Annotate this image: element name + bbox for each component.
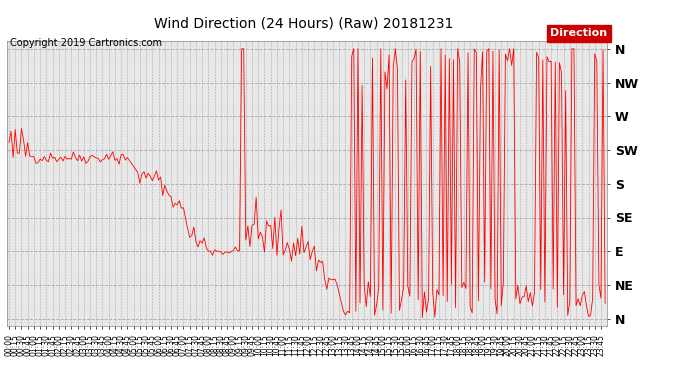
Text: Copyright 2019 Cartronics.com: Copyright 2019 Cartronics.com — [10, 38, 162, 48]
Text: Direction: Direction — [550, 28, 607, 38]
Text: Wind Direction (24 Hours) (Raw) 20181231: Wind Direction (24 Hours) (Raw) 20181231 — [154, 17, 453, 31]
